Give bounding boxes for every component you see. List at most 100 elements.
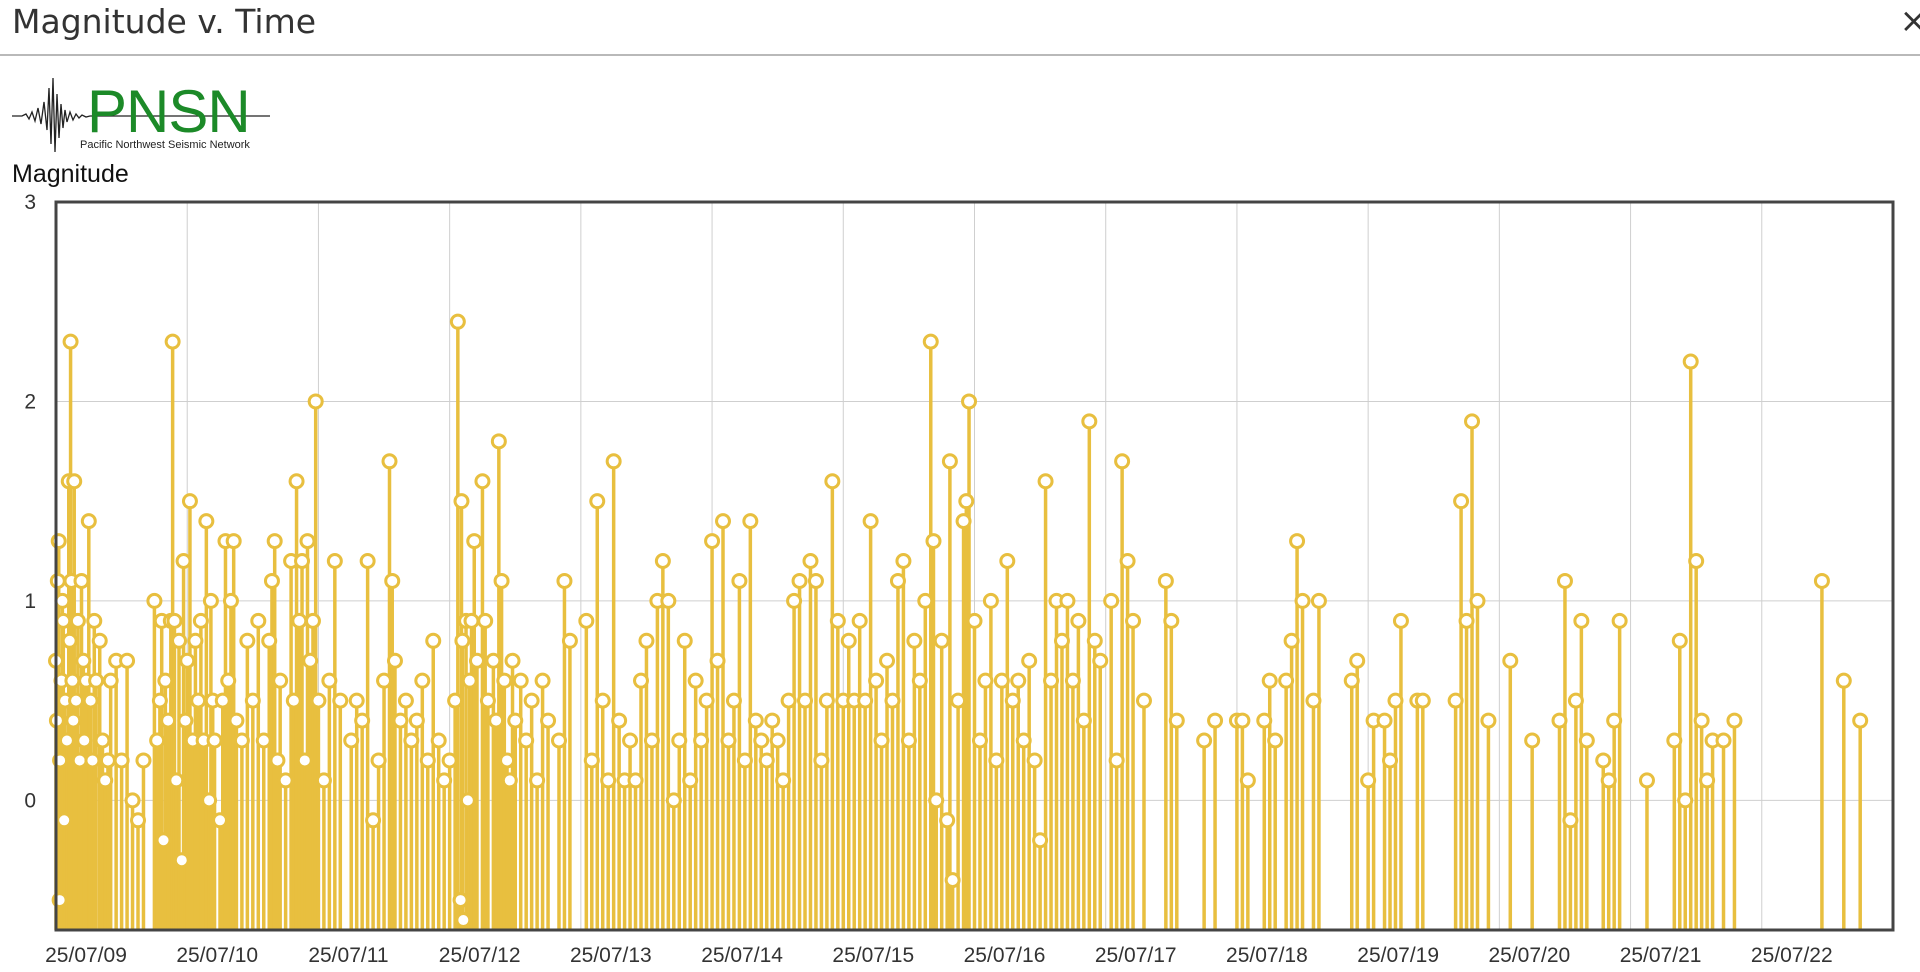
data-point [449, 313, 466, 330]
data-point [1157, 572, 1174, 589]
close-icon[interactable]: × [1899, 1, 1920, 41]
data-point [518, 732, 535, 749]
data-point [212, 812, 229, 829]
data-point [643, 732, 660, 749]
data-point [488, 712, 505, 729]
data-point [731, 572, 748, 589]
data-point [999, 553, 1016, 570]
data-point [704, 533, 721, 550]
data-point [97, 772, 114, 789]
data-point [1606, 712, 1623, 729]
data-point [1092, 652, 1109, 669]
data-point [315, 772, 332, 789]
data-point [50, 533, 67, 550]
data-point [1562, 812, 1579, 829]
data-point [302, 652, 319, 669]
data-point [384, 572, 401, 589]
x-tick-label: 25/07/11 [308, 944, 388, 967]
data-point [627, 772, 644, 789]
data-point [682, 772, 699, 789]
data-point [1037, 473, 1054, 490]
data-point [769, 732, 786, 749]
data-point [1382, 752, 1399, 769]
data-point [1349, 652, 1366, 669]
data-point [939, 812, 956, 829]
data-point [807, 572, 824, 589]
data-point [654, 553, 671, 570]
data-point [1600, 772, 1617, 789]
data-point [71, 752, 88, 769]
seismogram-icon [12, 77, 270, 153]
x-tick-label: 25/07/17 [1095, 944, 1177, 967]
data-point [496, 672, 513, 689]
data-point [1666, 732, 1683, 749]
data-point [977, 672, 994, 689]
data-point [201, 792, 218, 809]
data-point [430, 732, 447, 749]
data-point [1464, 413, 1481, 430]
data-point [780, 692, 797, 709]
data-point [791, 572, 808, 589]
data-point [113, 752, 130, 769]
data-point [62, 333, 79, 350]
data-point [961, 393, 978, 410]
data-point [600, 772, 617, 789]
data-point [408, 712, 425, 729]
data-point [222, 592, 239, 609]
data-point [332, 692, 349, 709]
data-point [166, 612, 183, 629]
data-point [665, 792, 682, 809]
x-tick-label: 25/07/22 [1751, 944, 1833, 967]
x-tick-label: 25/07/14 [701, 944, 783, 967]
logo-subtitle: Pacific Northwest Seismic Network [80, 139, 250, 151]
data-point [477, 612, 494, 629]
data-point [1387, 692, 1404, 709]
data-point [149, 732, 166, 749]
data-point [660, 592, 677, 609]
data-point [179, 652, 196, 669]
data-point [1392, 612, 1409, 629]
data-point [889, 572, 906, 589]
stem-layer [54, 321, 1862, 930]
data-point [386, 652, 403, 669]
data-point [73, 572, 90, 589]
data-point [1502, 652, 1519, 669]
logo-wordmark: PNSN [87, 78, 251, 145]
y-axis-label: Magnitude [12, 160, 129, 188]
data-point [1852, 712, 1869, 729]
data-point [294, 553, 311, 570]
data-point [214, 692, 231, 709]
data-point [414, 672, 431, 689]
data-point [1835, 672, 1852, 689]
data-point [862, 513, 879, 530]
data-point [1103, 592, 1120, 609]
data-point [94, 732, 111, 749]
data-point [151, 692, 168, 709]
data-point [403, 732, 420, 749]
data-point [304, 612, 321, 629]
data-point [307, 393, 324, 410]
data-point [64, 672, 81, 689]
data-point [922, 333, 939, 350]
data-point [1267, 732, 1284, 749]
data-point [594, 692, 611, 709]
data-point [1595, 752, 1612, 769]
data-point [490, 433, 507, 450]
data-point [851, 612, 868, 629]
data-point [632, 672, 649, 689]
data-point [1453, 493, 1470, 510]
data-point [1004, 692, 1021, 709]
data-point [91, 632, 108, 649]
data-point [499, 752, 516, 769]
data-point [54, 592, 71, 609]
data-point [1551, 712, 1568, 729]
data-point [561, 632, 578, 649]
data-point [884, 692, 901, 709]
data-point [1168, 712, 1185, 729]
data-point [1414, 692, 1431, 709]
data-point [272, 672, 289, 689]
data-point [1059, 592, 1076, 609]
data-point [529, 772, 546, 789]
x-tick-label: 25/07/09 [45, 944, 127, 967]
data-point [296, 752, 313, 769]
